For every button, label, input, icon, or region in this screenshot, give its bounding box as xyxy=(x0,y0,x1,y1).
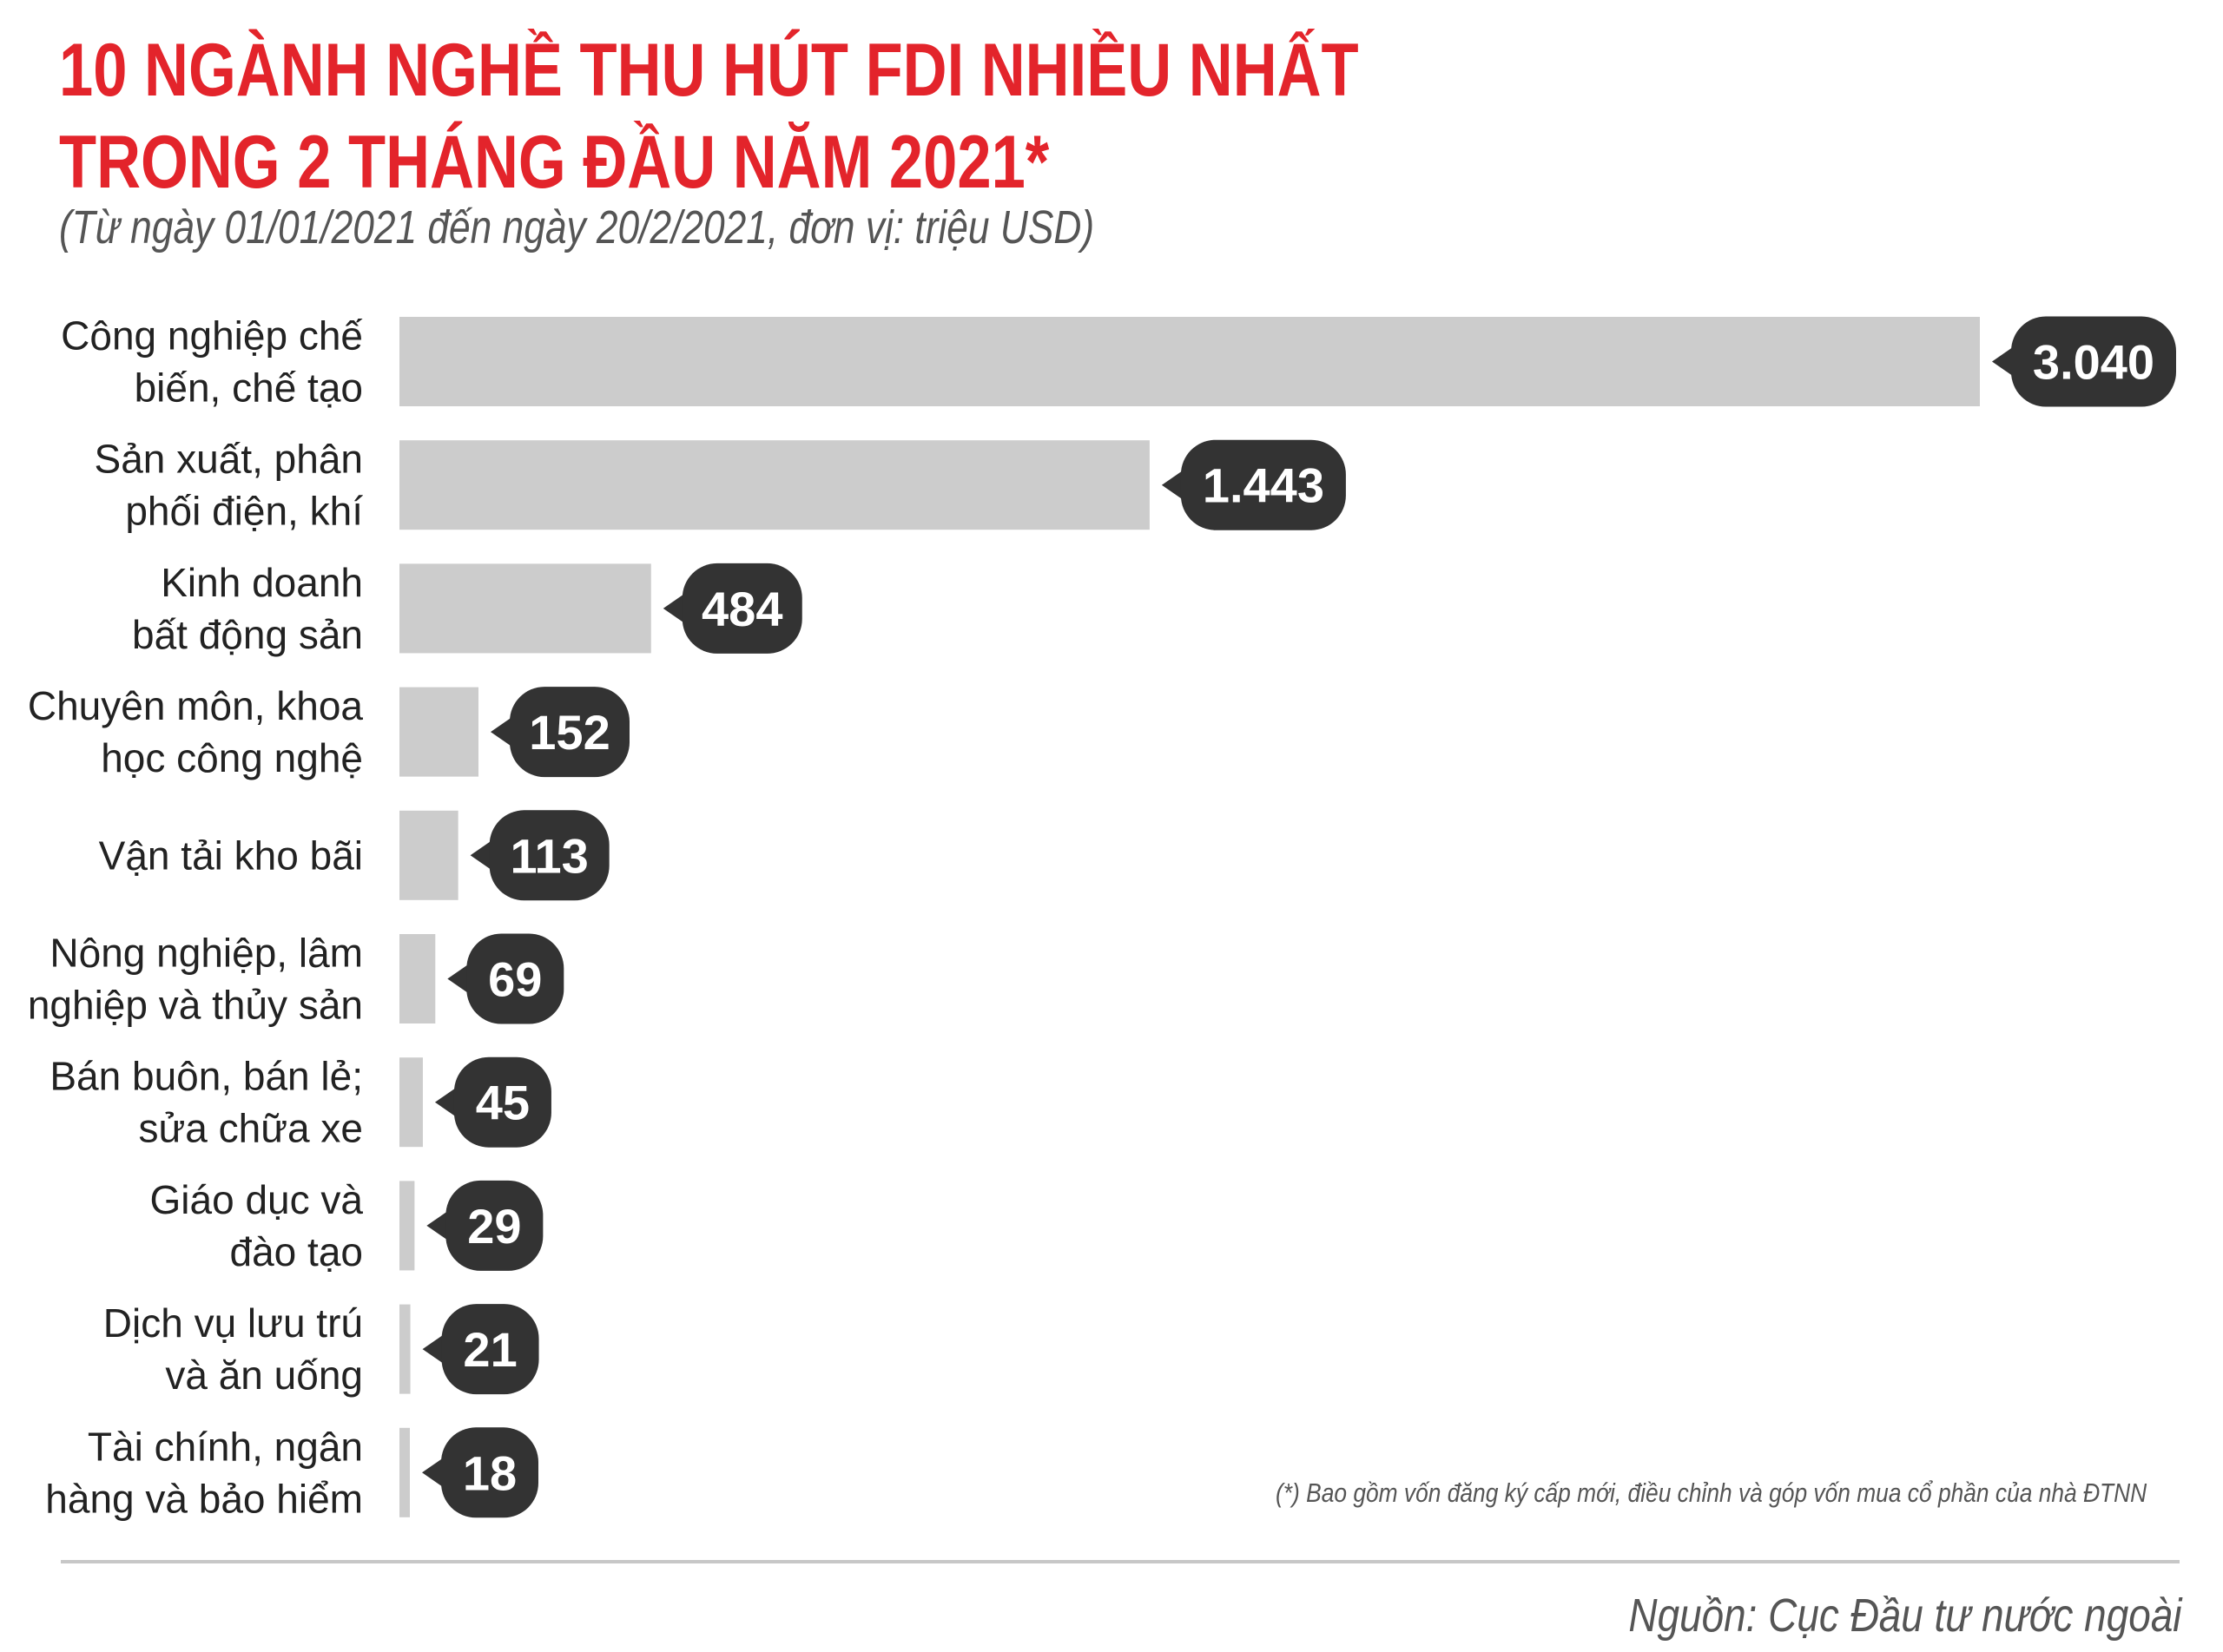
footnote: (*) Bao gồm vốn đăng ký cấp mới, điều ch… xyxy=(1275,1478,2147,1508)
category-label: Nông nghiệp, lâm nghiệp và thủy sản xyxy=(28,931,363,1028)
bar xyxy=(399,934,436,1023)
bar-row: Kinh doanh bất động sản 484 xyxy=(132,560,802,657)
badge-background xyxy=(682,563,802,654)
bar-row: Chuyên môn, khoa học công nghệ 152 xyxy=(28,683,630,780)
category-label: Chuyên môn, khoa học công nghệ xyxy=(28,683,364,780)
chart-title: 10 NGÀNH NGHỀ THU HÚT FDI NHIỀU NHẤT TRO… xyxy=(59,24,1359,208)
category-label: Kinh doanh bất động sản xyxy=(132,560,363,657)
bar-row: Vận tải kho bãi 113 xyxy=(99,810,610,901)
badge-background xyxy=(453,1056,551,1148)
category-label-line: học công nghệ xyxy=(101,735,363,780)
badge-pointer xyxy=(422,1457,445,1489)
value-badge: 113 xyxy=(470,810,610,901)
bar-row: Giáo dục và đào tạo 29 xyxy=(150,1177,544,1274)
badge-background xyxy=(489,810,610,901)
badge-pointer xyxy=(1161,469,1184,501)
chart-title-line-1: 10 NGÀNH NGHỀ THU HÚT FDI NHIỀU NHẤT xyxy=(59,29,1359,112)
badge-pointer xyxy=(1992,346,2015,378)
chart-subtitle: (Từ ngày 01/01/2021 đến ngày 20/2/2021, … xyxy=(59,201,1095,253)
bar-row: Tài chính, ngân hàng và bảo hiểm 18 xyxy=(45,1424,538,1521)
value-badge: 152 xyxy=(491,687,630,778)
bar xyxy=(399,440,1150,530)
bar-row: Bán buôn, bán lẻ; sửa chữa xe 45 xyxy=(49,1054,551,1151)
bar xyxy=(399,317,1980,406)
category-label-line: Nông nghiệp, lâm xyxy=(49,931,363,976)
badge-pointer xyxy=(470,839,493,872)
value-badge: 45 xyxy=(434,1056,551,1148)
category-label-line: Tài chính, ngân xyxy=(88,1424,363,1469)
category-label-line: Dịch vụ lưu trú xyxy=(103,1300,363,1346)
badge-background xyxy=(510,687,630,778)
category-label: Bán buôn, bán lẻ; sửa chữa xe xyxy=(49,1054,363,1151)
value-label: 45 xyxy=(476,1076,530,1130)
badge-pointer xyxy=(491,716,513,748)
category-label-line: Bán buôn, bán lẻ; xyxy=(49,1054,363,1099)
badge-pointer xyxy=(422,1333,445,1366)
badge-background xyxy=(441,1427,538,1518)
value-label: 69 xyxy=(488,952,542,1007)
category-label-line: Công nghiệp chế xyxy=(61,313,363,359)
badge-background xyxy=(1180,439,1346,530)
category-label: Dịch vụ lưu trú và ăn uống xyxy=(103,1300,363,1398)
category-label-line: Sản xuất, phân xyxy=(95,437,363,482)
bar-chart: Công nghiệp chế biến, chế tạo 3.040 Sản xuấ… xyxy=(28,313,2176,1521)
divider xyxy=(61,1560,2180,1563)
category-label-line: phối điện, khí xyxy=(125,489,363,534)
value-label: 18 xyxy=(463,1445,517,1500)
category-label-line: và ăn uống xyxy=(165,1353,363,1398)
category-label-line: bất động sản xyxy=(132,612,363,657)
badge-pointer xyxy=(434,1086,458,1118)
category-label: Vận tải kho bãi xyxy=(99,833,363,878)
bar xyxy=(399,810,458,900)
category-label-line: đào tạo xyxy=(230,1229,363,1274)
value-label: 484 xyxy=(702,582,782,636)
category-label: Giáo dục và đào tạo xyxy=(150,1177,364,1274)
bar xyxy=(399,1304,411,1394)
value-label: 113 xyxy=(510,828,588,883)
value-label: 1.443 xyxy=(1203,458,1324,513)
category-label: Sản xuất, phân phối điện, khí xyxy=(95,437,364,534)
badge-background xyxy=(466,933,564,1024)
value-badge: 484 xyxy=(663,563,802,654)
bar-row: Công nghiệp chế biến, chế tạo 3.040 xyxy=(61,313,2176,411)
badge-pointer xyxy=(447,963,471,995)
value-label: 29 xyxy=(467,1199,521,1254)
value-badge: 21 xyxy=(422,1304,539,1395)
category-label: Công nghiệp chế biến, chế tạo xyxy=(61,313,363,411)
category-label-line: nghiệp và thủy sản xyxy=(28,983,363,1028)
category-label: Tài chính, ngân hàng và bảo hiểm xyxy=(45,1424,363,1521)
category-label-line: sửa chữa xe xyxy=(139,1106,363,1151)
bar xyxy=(399,687,478,777)
bar-row: Nông nghiệp, lâm nghiệp và thủy sản 69 xyxy=(28,931,564,1028)
bar xyxy=(399,1181,415,1271)
category-label-line: Chuyên môn, khoa xyxy=(28,683,364,728)
category-label-line: Vận tải kho bãi xyxy=(99,833,363,878)
value-label: 3.040 xyxy=(2033,335,2154,390)
value-badge: 18 xyxy=(422,1427,538,1518)
value-badge: 3.040 xyxy=(1992,316,2176,407)
badge-background xyxy=(445,1180,544,1271)
bar xyxy=(399,1057,423,1148)
category-label-line: hàng và bảo hiểm xyxy=(45,1476,363,1521)
bar-row: Sản xuất, phân phối điện, khí 1.443 xyxy=(95,437,1346,534)
source-note: Nguồn: Cục Đầu tư nước ngoài xyxy=(1627,1589,2181,1642)
badge-background xyxy=(2011,316,2176,407)
category-label-line: Kinh doanh xyxy=(161,560,363,605)
badge-background xyxy=(441,1304,539,1395)
badge-pointer xyxy=(663,592,686,624)
bar xyxy=(399,563,651,654)
value-badge: 29 xyxy=(426,1180,544,1271)
category-label-line: biến, chế tạo xyxy=(135,365,363,411)
value-label: 152 xyxy=(529,705,610,760)
value-label: 21 xyxy=(463,1322,517,1377)
bar xyxy=(399,1427,410,1517)
bar-row: Dịch vụ lưu trú và ăn uống 21 xyxy=(103,1300,539,1398)
chart-title-line-2: TRONG 2 THÁNG ĐẦU NĂM 2021* xyxy=(59,121,1050,204)
badge-pointer xyxy=(426,1209,450,1241)
category-label-line: Giáo dục và xyxy=(150,1177,364,1222)
value-badge: 69 xyxy=(447,933,564,1024)
value-badge: 1.443 xyxy=(1161,439,1346,530)
